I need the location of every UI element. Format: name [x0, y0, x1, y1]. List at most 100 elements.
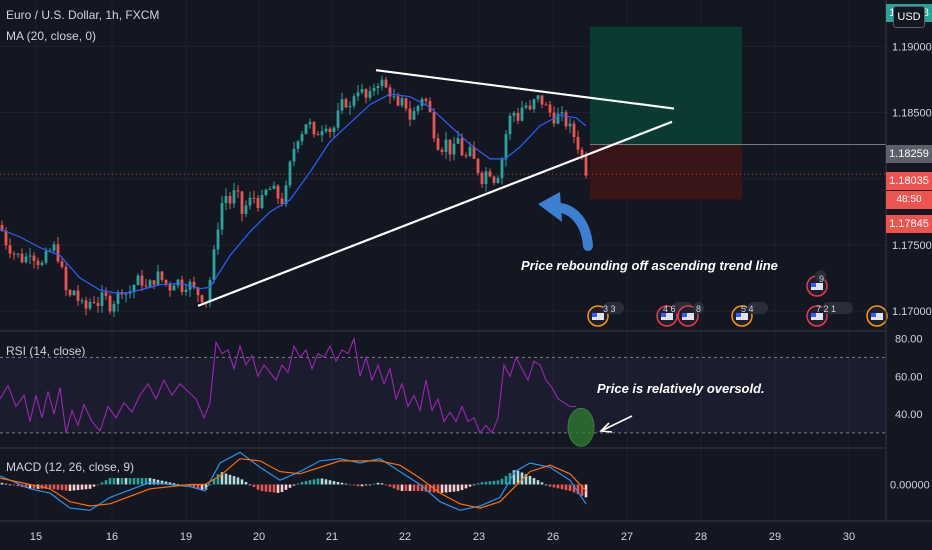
candle-body — [388, 87, 392, 97]
event-badge — [866, 305, 888, 327]
histogram-bar — [268, 484, 272, 493]
candle-body — [156, 271, 160, 285]
time-tick-label: 15 — [30, 531, 42, 543]
signal-line — [0, 458, 587, 509]
time-tick-label: 19 — [180, 531, 192, 543]
candle-body — [292, 148, 296, 162]
candle-body — [112, 303, 116, 312]
candle-body — [0, 225, 4, 231]
histogram-bar — [520, 472, 524, 485]
candle-body — [228, 196, 232, 204]
economic-events[interactable]: 3 3 4 6 8 5 4 9 7 2 1 — [587, 270, 888, 327]
candle-body — [444, 139, 448, 152]
histogram-bar — [500, 478, 504, 485]
badge-count-bg — [603, 302, 624, 314]
candle-body — [288, 161, 292, 186]
candle-body — [416, 105, 420, 112]
histogram-bar — [240, 479, 244, 485]
rsi-axis[interactable]: 40.00 60.00 80.00 — [895, 334, 923, 421]
histogram-bar — [396, 484, 400, 491]
time-tick-label: 16 — [106, 531, 118, 543]
candle-body — [516, 112, 520, 121]
histogram-bar — [188, 484, 192, 487]
candle-body — [580, 149, 584, 156]
candle-body — [224, 196, 228, 204]
macd-histogram — [0, 470, 588, 498]
ma-legend[interactable]: MA (20, close, 0) — [6, 29, 97, 43]
candle-body — [360, 89, 364, 93]
histogram-bar — [176, 484, 180, 485]
candle-body — [152, 280, 156, 285]
candle-body — [412, 111, 416, 120]
macd-axis[interactable]: 0.00000 — [890, 480, 930, 492]
candle-body — [480, 172, 484, 185]
candle-body — [424, 98, 428, 102]
candle-body — [492, 176, 496, 183]
candle-body — [452, 143, 456, 155]
event-badge-count: 5 4 — [741, 304, 754, 314]
time-tick-label: 26 — [547, 531, 559, 543]
candle-body — [532, 99, 536, 110]
histogram-bar — [232, 476, 236, 485]
histogram-bar — [48, 484, 52, 489]
rsi-annotation[interactable]: Price is relatively oversold. — [597, 381, 765, 396]
event-badge — [731, 302, 768, 327]
histogram-bar — [132, 478, 136, 485]
histogram-bar — [516, 470, 520, 485]
histogram-bar — [28, 484, 32, 489]
event-badge-count: 8 — [696, 304, 701, 314]
candle-body — [36, 260, 40, 265]
candle-body — [16, 253, 20, 255]
rsi-legend[interactable]: RSI (14, close) — [6, 344, 86, 358]
histogram-bar — [84, 484, 88, 490]
histogram-bar — [496, 480, 500, 485]
histogram-bar — [32, 484, 36, 489]
event-badge — [677, 302, 704, 327]
candle-body — [264, 189, 268, 195]
histogram-bar — [108, 478, 112, 485]
trend-lines[interactable] — [197, 69, 675, 307]
candle-body — [348, 105, 352, 108]
flag-canton — [811, 313, 816, 317]
histogram-bar — [380, 483, 384, 485]
candle-body — [300, 134, 304, 142]
histogram-bar — [136, 478, 140, 485]
histogram-bar — [68, 484, 72, 491]
stop-price-tag: 1.17845 — [886, 215, 932, 233]
currency-button[interactable]: USD — [893, 6, 925, 28]
histogram-bar — [584, 484, 588, 498]
histogram-bar — [116, 478, 120, 485]
candle-body — [44, 251, 48, 263]
candle-body — [328, 128, 332, 133]
candle-body — [256, 197, 260, 208]
candle-body — [284, 185, 288, 204]
histogram-bar — [272, 484, 276, 493]
candle-body — [340, 99, 344, 111]
histogram-bar — [576, 484, 580, 495]
rsi-line — [0, 336, 576, 434]
candle-body — [88, 302, 92, 309]
event-badge — [806, 270, 828, 297]
histogram-bar — [340, 482, 344, 485]
histogram-bar — [512, 470, 516, 485]
histogram-bar — [4, 483, 8, 485]
profit-target-zone[interactable] — [590, 26, 742, 145]
candle-body — [544, 104, 548, 106]
histogram-bar — [192, 484, 196, 488]
candle-body — [116, 291, 120, 304]
candle-body — [196, 287, 200, 296]
stop-loss-zone[interactable] — [590, 144, 742, 200]
price-annotation[interactable]: Price rebounding off ascending trend lin… — [521, 258, 778, 273]
time-axis[interactable]: 15 16 19 20 21 22 23 26 27 28 29 30 — [30, 531, 855, 543]
histogram-bar — [468, 484, 472, 487]
candle-body — [392, 96, 396, 98]
time-tick-label: 30 — [843, 531, 855, 543]
candle-body — [128, 292, 132, 294]
candle-body — [248, 197, 252, 206]
histogram-bar — [368, 484, 372, 486]
macd-legend[interactable]: MACD (12, 26, close, 9) — [6, 460, 135, 474]
symbol-title[interactable]: Euro / U.S. Dollar, 1h, FXCM — [6, 8, 160, 22]
histogram-bar — [172, 483, 176, 485]
histogram-bar — [8, 484, 12, 486]
